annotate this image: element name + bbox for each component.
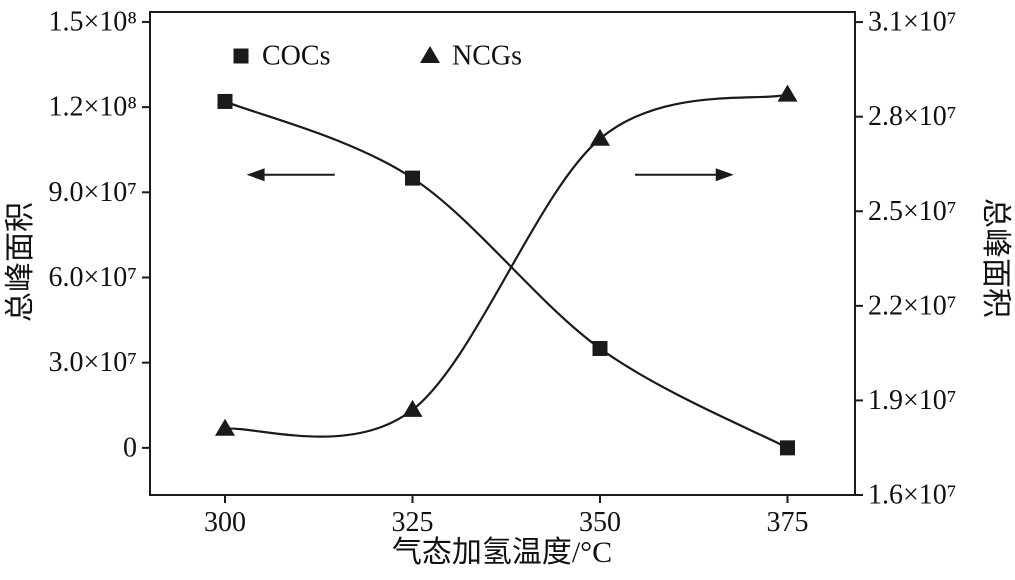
x-tick-label: 300 [204,507,246,538]
x-tick-label: 375 [767,507,809,538]
series-marker-COCs [780,440,795,456]
series-marker-COCs [217,93,233,109]
axis-arrow-head-left-axis [246,168,265,182]
right-tick-label: 1.9×10⁷ [868,385,957,416]
right-tick-label: 1.6×10⁷ [868,480,957,511]
legend-marker-COCs [233,48,249,64]
legend-label-NCGs: NCGs [452,41,522,72]
left-axis-title: 总峰面积 [4,202,37,322]
right-tick-label: 2.8×10⁷ [868,101,957,132]
plot-layer: 300 325 350 375 0 3.0×10⁷ 6.0×10⁷ 9.0×10⁷ 1.2×10… [48,6,956,538]
left-tick-label: 1.5×10⁸ [48,6,137,37]
series-line-NCGs [224,93,788,438]
series-marker-NCGs [215,418,235,436]
series-marker-NCGs [402,399,423,417]
x-tick-label: 350 [579,507,621,538]
series-marker-COCs [592,340,608,356]
right-tick-label: 3.1×10⁷ [868,7,957,38]
series-line-COCs [224,100,789,449]
series-marker-NCGs [777,84,798,102]
right-axis-title: 总峰面积 [979,198,1012,318]
left-tick-label: 1.2×10⁸ [48,92,137,123]
right-tick-label: 2.2×10⁷ [868,290,957,321]
left-tick-label: 0 [123,432,137,463]
axis-arrow-head-right-axis [715,168,734,182]
left-tick-label: 6.0×10⁷ [48,262,137,293]
x-axis-title: 气态加氢温度/°C [392,536,612,569]
series-marker-NCGs [590,128,610,146]
x-tick-label: 325 [392,507,434,538]
legend-marker-NCGs [420,46,440,63]
right-tick-label: 2.5×10⁷ [868,196,957,227]
legend-label-COCs: COCs [262,41,330,72]
left-tick-label: 9.0×10⁷ [48,177,137,208]
series-marker-COCs [405,170,420,186]
left-tick-label: 3.0×10⁷ [48,347,137,378]
plot-frame [149,11,856,496]
